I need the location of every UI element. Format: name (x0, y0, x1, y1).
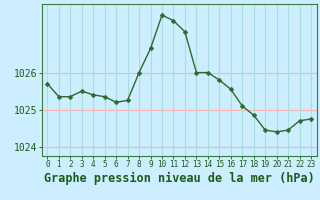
X-axis label: Graphe pression niveau de la mer (hPa): Graphe pression niveau de la mer (hPa) (44, 172, 315, 185)
